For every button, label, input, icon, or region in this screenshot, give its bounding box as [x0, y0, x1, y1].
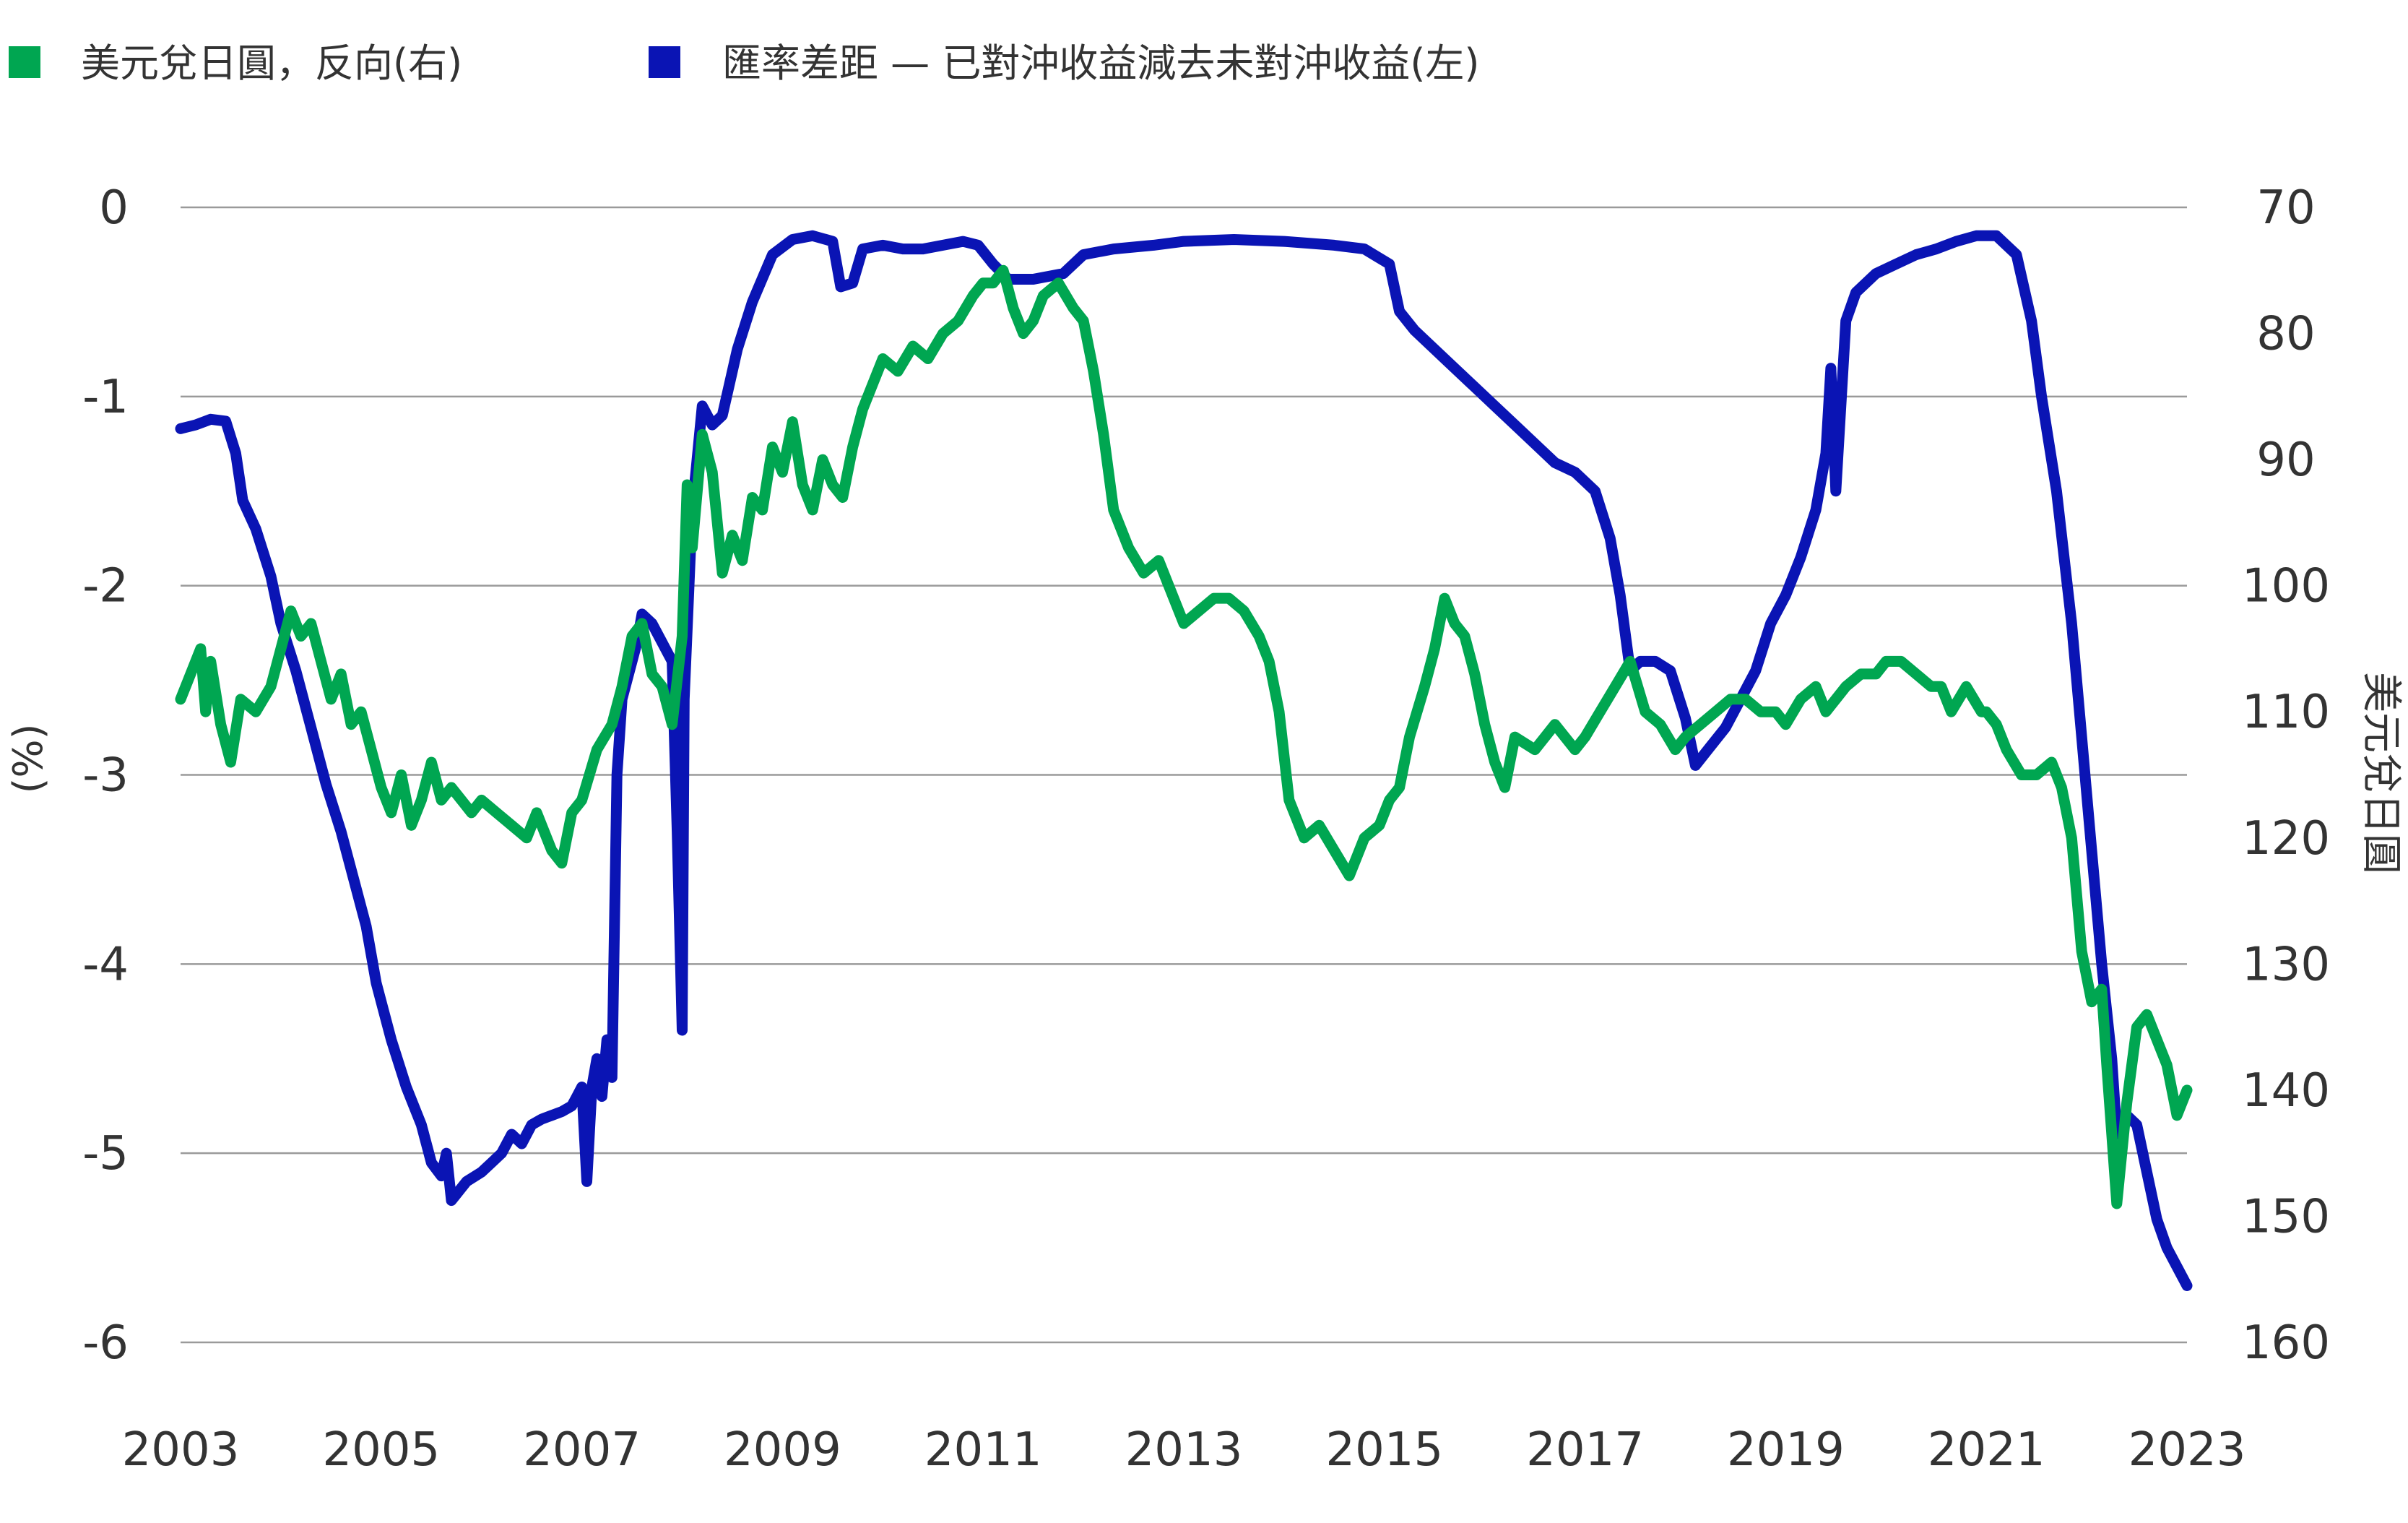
y-left-tick-label: -2 [82, 560, 129, 613]
y-right-tick-label: 90 [2256, 433, 2315, 487]
y-left-tick-label: -6 [82, 1316, 129, 1370]
series-line-fx-gap [175, 230, 2193, 1291]
y-right-tick-label: 160 [2242, 1316, 2330, 1370]
x-tick-label: 2011 [924, 1423, 1042, 1477]
grid [181, 206, 2187, 1344]
legend-swatch-fx-gap [649, 46, 680, 78]
y-right-axis-title: 美元兌日圓 [2357, 672, 2404, 874]
x-tick-label: 2023 [2128, 1423, 2246, 1477]
y-left-tick-label: -3 [82, 749, 129, 803]
legend: 美元兌日圓，反向(右) 匯率差距 — 已對沖收益減去未對沖收益(左) [9, 40, 1479, 86]
series-layer [175, 230, 2193, 1291]
y-right-tick-label: 110 [2242, 686, 2330, 739]
y-right-tick-label: 80 [2256, 308, 2315, 361]
y-left-tick-label: -4 [82, 938, 129, 991]
x-tick-label: 2021 [1928, 1423, 2045, 1477]
legend-label-fx-gap: 匯率差距 — 已對沖收益減去未對沖收益(左) [722, 40, 1479, 86]
legend-swatch-usdjpy [9, 46, 40, 78]
x-tick-label: 2013 [1125, 1423, 1243, 1477]
x-tick-label: 2003 [122, 1423, 240, 1477]
y-right-tick-label: 140 [2242, 1064, 2330, 1118]
y-right-tick-label: 100 [2242, 560, 2330, 613]
x-tick-label: 2019 [1727, 1423, 1845, 1477]
y-right-tick-label: 130 [2242, 938, 2330, 991]
y-left-tick-label: -5 [82, 1127, 129, 1181]
y-right-tick-label: 120 [2242, 812, 2330, 866]
y-left-axis-title: (%) [5, 724, 52, 794]
x-tick-label: 2015 [1325, 1423, 1443, 1477]
x-tick-label: 2009 [724, 1423, 841, 1477]
legend-label-usdjpy: 美元兌日圓，反向(右) [81, 40, 462, 86]
y-right-tick-label: 150 [2242, 1190, 2330, 1243]
y-left-tick-label: 0 [99, 181, 129, 235]
y-right-tick-label: 70 [2256, 181, 2315, 235]
x-tick-label: 2017 [1526, 1423, 1644, 1477]
series-line-usdjpy [175, 264, 2193, 1209]
y-left-tick-label: -1 [82, 371, 129, 424]
x-tick-label: 2005 [322, 1423, 440, 1477]
x-tick-label: 2007 [523, 1423, 641, 1477]
ticks: 0 -1 -2 -3 -4 -5 -6 70 80 90 100 110 120 130 140 150 160… [82, 181, 2330, 1477]
